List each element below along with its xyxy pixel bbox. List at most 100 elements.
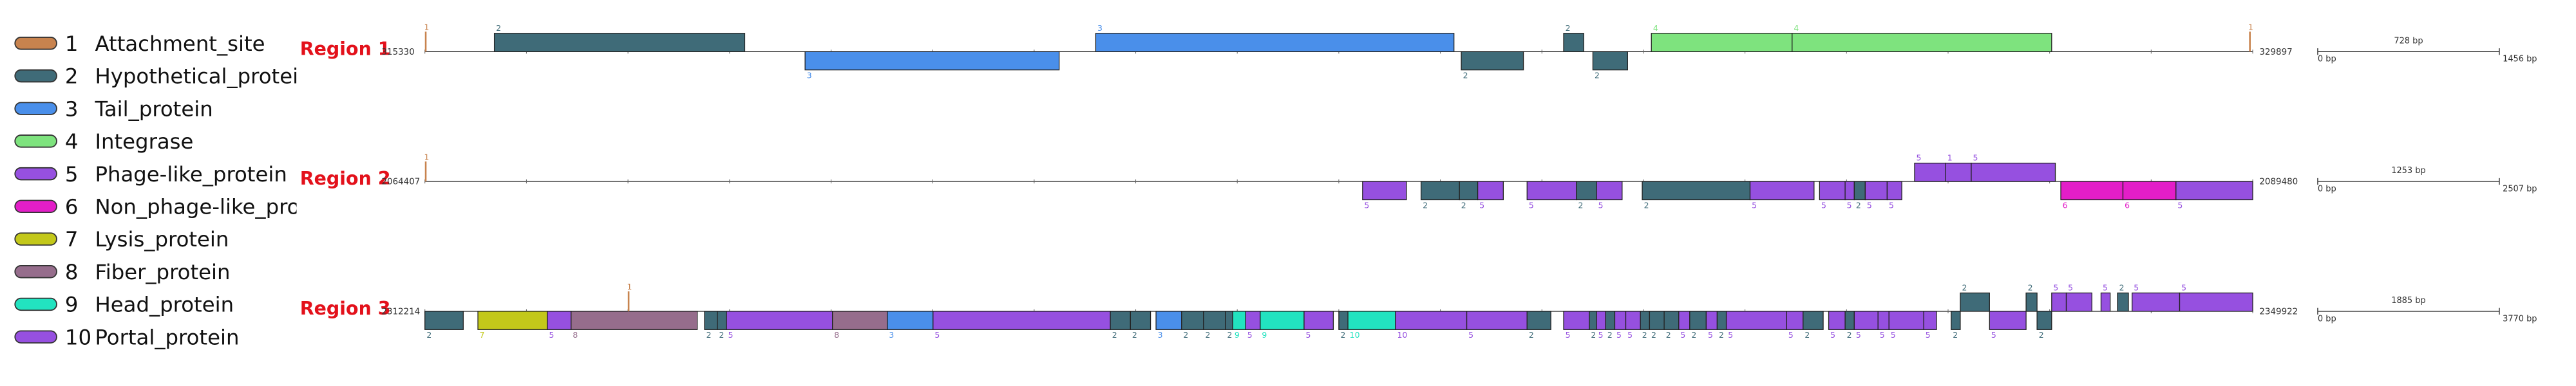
gene-label: 2 (1132, 330, 1137, 340)
gene-block (2065, 292, 2092, 312)
gene-block (1945, 162, 1972, 182)
scale-bar-end-label: 3770 bp (2503, 314, 2537, 324)
gene-label: 5 (1973, 153, 1978, 163)
gene-label: 2 (1644, 200, 1649, 210)
gene-label: 2 (1847, 330, 1852, 340)
gene-label: 2 (1953, 330, 1958, 340)
gene-label: 9 (1262, 330, 1267, 340)
gene-block (1886, 181, 1902, 201)
legend-label: Phage-like_protein (95, 162, 287, 187)
gene-label: 5 (1598, 330, 1604, 340)
gene-block (1828, 311, 1846, 330)
region-start-coordinate: 315330 (381, 48, 414, 57)
gene-label: 5 (1867, 200, 1872, 210)
gene-block (1245, 311, 1261, 330)
gene-label: 2 (1595, 71, 1600, 80)
legend-swatch (14, 37, 57, 50)
gene-label: 5 (1616, 330, 1622, 340)
gene-block (1395, 311, 1468, 330)
legend-item-3: 3 Tail_protein (14, 96, 213, 121)
gene-label: 2 (1856, 200, 1861, 210)
gene-label: 2 (1529, 330, 1534, 340)
gene-label: 3 (889, 330, 894, 340)
gene-block (1792, 33, 2052, 52)
legend-swatch (14, 134, 57, 148)
gene-block (1347, 311, 1396, 330)
gene-block (1614, 311, 1627, 330)
gene-block (1477, 181, 1504, 201)
gene-label: 5 (1468, 330, 1473, 340)
gene-label: 8 (834, 330, 839, 340)
gene-label: 2 (719, 330, 724, 340)
gene-label: 5 (1364, 200, 1369, 210)
gene-block (1605, 311, 1616, 330)
region-name: Region 1 (300, 38, 391, 59)
gene-label: 5 (2053, 282, 2058, 292)
region-start-coordinate: 2312214 (381, 307, 420, 317)
gene-label: 9 (1235, 330, 1240, 340)
gene-block (2117, 292, 2129, 312)
gene-label: 5 (1306, 330, 1311, 340)
gene-label: 2 (1112, 330, 1117, 340)
gene-label: 4 (1653, 23, 1658, 33)
gene-label: 2 (2119, 282, 2125, 292)
gene-label: 2 (1666, 330, 1671, 340)
legend-number: 1 (65, 32, 79, 56)
gene-label: 3 (1097, 23, 1103, 33)
gene-block (1592, 51, 1628, 71)
scale-bar: 728 bp 0 bp 1456 bp (2317, 36, 2537, 64)
gene-label: 5 (1479, 200, 1484, 210)
gene-label: 2 (1719, 330, 1724, 340)
region-name: Region 3 (300, 298, 391, 319)
gene-label: 2 (706, 330, 712, 340)
gene-block (1526, 311, 1551, 330)
gene-label: 2 (1691, 330, 1696, 340)
gene-block (1689, 311, 1707, 330)
gene-type-legend: 1 Attachment_site 2 Hypothetical_protein 3 Ta… (14, 32, 297, 349)
gene-label: 7 (480, 330, 485, 340)
legend-item-10: 10 Portal_protein (14, 325, 239, 349)
scale-bar-end-label: 1456 bp (2503, 55, 2537, 64)
legend-swatch (14, 330, 57, 344)
gene-block (2025, 292, 2038, 312)
gene-block (1989, 311, 2027, 330)
gene-label: 2 (1591, 330, 1596, 340)
gene-label: 2 (1461, 200, 1466, 210)
gene-label: 2 (1566, 23, 1571, 33)
gene-label: 2 (1804, 330, 1810, 340)
legend-swatch (14, 297, 57, 311)
gene-block (1888, 311, 1924, 330)
scale-bar-end-label: 2507 bp (2503, 185, 2537, 194)
gene-block (1819, 181, 1846, 201)
gene-block (1203, 311, 1226, 330)
gene-block (1420, 181, 1460, 201)
gene-label: 2 (1423, 200, 1428, 210)
scale-bar-midpoint-label: 1885 bp (2391, 296, 2425, 306)
gene-label: 2 (2028, 282, 2033, 292)
legend-item-7: 7 Lysis_protein (14, 227, 229, 252)
gene-block (1181, 311, 1204, 330)
gene-block (1563, 33, 1584, 52)
gene-block (1853, 181, 1866, 201)
region-end-coordinate: 2349922 (2259, 307, 2298, 317)
gene-label: 5 (1708, 330, 1713, 340)
legend-label: Fiber_protein (95, 260, 230, 284)
gene-block (493, 33, 746, 52)
gene-block (933, 311, 1111, 330)
legend-item-6: 6 Non_phage-like_protein (14, 194, 297, 219)
gene-label: 2 (1227, 330, 1233, 340)
scale-bar-start-label: 0 bp (2318, 55, 2336, 64)
legend-number: 6 (65, 194, 79, 219)
legend-label: Head_protein (95, 293, 234, 317)
gene-block (704, 311, 718, 330)
gene-label: 5 (1680, 330, 1685, 340)
gene-block (1596, 311, 1606, 330)
gene-label: 5 (1891, 330, 1896, 340)
gene-label: 5 (1728, 330, 1733, 340)
gene-block (424, 311, 464, 330)
gene-block (726, 311, 833, 330)
gene-label: 5 (1247, 330, 1253, 340)
legend-label: Lysis_protein (95, 227, 229, 252)
